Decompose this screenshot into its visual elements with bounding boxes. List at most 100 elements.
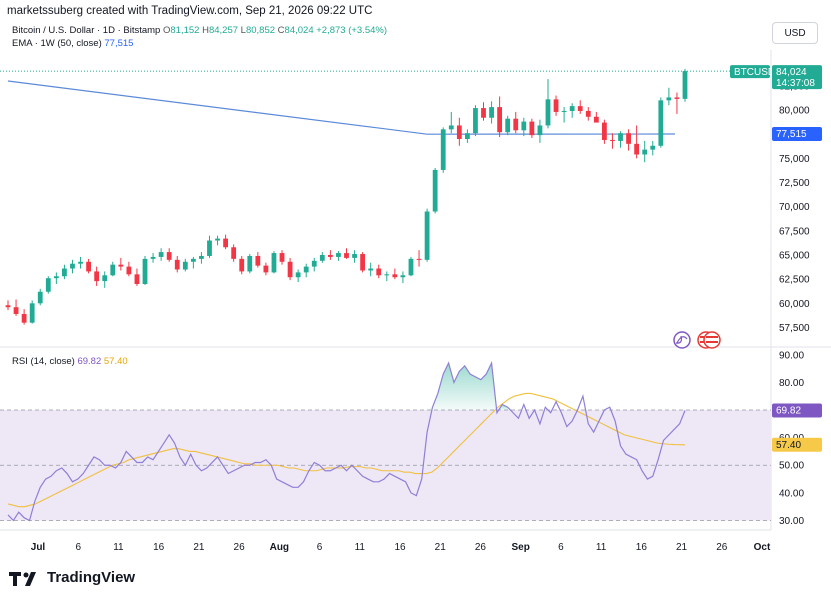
low-label: L (240, 25, 246, 36)
rsi-legend: RSI (14, close) 69.82 57.40 (12, 356, 128, 367)
candle-body (529, 121, 535, 136)
candle-body (126, 266, 132, 275)
price-tick-label: 80,000 (779, 106, 810, 117)
candle-body (440, 129, 446, 170)
symbol-legend: Bitcoin / U.S. Dollar · 1D · Bitstamp O8… (12, 25, 387, 36)
candle-body (674, 97, 680, 99)
tradingview-logo[interactable]: TradingView (9, 569, 135, 586)
candle-body (223, 238, 229, 248)
low-value: 80,852 (245, 25, 276, 36)
candle-body (287, 261, 293, 278)
candle-body (344, 253, 349, 258)
candle-body (392, 274, 398, 278)
candle-body (642, 149, 648, 155)
ema-legend-value: 77,515 (104, 38, 134, 49)
candle-body (45, 278, 51, 292)
price-tick-label: 67,500 (779, 226, 810, 237)
symbol-name: Bitcoin / U.S. Dollar · 1D · Bitstamp (12, 25, 161, 36)
rsi-badge-text: 69.82 (776, 405, 801, 416)
flag-stripe-icon (706, 341, 718, 343)
candle-body (658, 100, 664, 146)
price-tick-label: 70,000 (779, 202, 810, 213)
candle-body (464, 133, 470, 139)
rsi-legend-value: 69.82 (77, 356, 102, 367)
candle-body (319, 255, 325, 261)
brand-name: TradingView (47, 569, 136, 586)
candle-body (585, 110, 591, 117)
open-value: 81,152 (170, 25, 200, 36)
candle-body (150, 256, 156, 259)
rsi-tick-label: 50.00 (779, 461, 804, 472)
candle-body (497, 107, 503, 133)
candle-body (142, 258, 148, 284)
candle-body (174, 259, 180, 270)
candle-body (521, 121, 527, 131)
price-badge-text: 84,024 (776, 67, 807, 78)
candle-body (94, 271, 100, 282)
candle-body (263, 265, 269, 273)
candle-body (134, 274, 140, 284)
high-value: 84,257 (208, 25, 239, 36)
time-tick-label: 21 (435, 542, 447, 553)
candle-body (424, 211, 430, 260)
candle-body (78, 261, 83, 264)
price-tick-label: 62,500 (779, 275, 810, 286)
candle-body (666, 97, 672, 101)
candle-body (682, 71, 688, 99)
candle-body (626, 133, 631, 144)
candle-body (13, 307, 19, 314)
candle-body (376, 268, 382, 276)
rsi-tick-label: 80.00 (779, 378, 804, 389)
candle-body (70, 263, 75, 269)
candle-body (618, 133, 623, 141)
time-tick-label: 11 (113, 542, 124, 553)
candle-body (166, 252, 172, 260)
candle-body (327, 255, 333, 257)
candle-body (545, 99, 551, 126)
candle-body (456, 125, 462, 139)
price-tick-label: 65,000 (779, 251, 810, 262)
candle-body (360, 254, 366, 271)
candle-body (368, 268, 374, 271)
candle-body (408, 258, 414, 276)
time-tick-label: 21 (676, 542, 688, 553)
candle-body (577, 106, 583, 111)
candle-body (634, 143, 640, 155)
candle-body (602, 122, 607, 140)
candle-body (21, 313, 27, 323)
candle-body (593, 116, 599, 123)
price-badge (772, 65, 822, 90)
candle-body (190, 258, 196, 262)
time-tick-label: 6 (75, 542, 81, 553)
us-flag-icon[interactable] (703, 331, 721, 349)
candle-body (400, 275, 406, 278)
candle-body (255, 255, 261, 266)
rsi-label: RSI (14, close) (12, 356, 75, 367)
time-tick-label: Sep (511, 542, 529, 553)
candle-body (569, 106, 575, 111)
price-badge-text: 14:37:08 (776, 78, 815, 89)
event-swirl-icon[interactable] (673, 331, 691, 349)
time-tick-label: 21 (193, 542, 205, 553)
candle-body (182, 261, 188, 270)
event-icons[interactable] (673, 331, 721, 349)
price-tick-label: 57,500 (779, 323, 810, 334)
candle-body (384, 274, 390, 276)
candle-body (448, 125, 454, 130)
candle-body (110, 264, 116, 276)
time-tick-label: 26 (716, 542, 728, 553)
time-tick-label: 11 (355, 542, 366, 553)
currency-button[interactable]: USD (772, 22, 818, 44)
candle-body (432, 169, 438, 212)
ema-legend: EMA · 1W (50, close) 77,515 (12, 38, 133, 49)
candle-body (5, 305, 11, 308)
ema-label: EMA · 1W (50, close) (12, 38, 102, 49)
tv-logo-icon (9, 571, 36, 586)
close-value: 84,024 (284, 25, 314, 36)
time-tick-label: 6 (317, 542, 323, 553)
candle-body (505, 118, 511, 133)
flag-stripe-icon (706, 336, 718, 338)
price-tick-label: 60,000 (779, 299, 810, 310)
time-tick-label: Jul (31, 542, 46, 553)
